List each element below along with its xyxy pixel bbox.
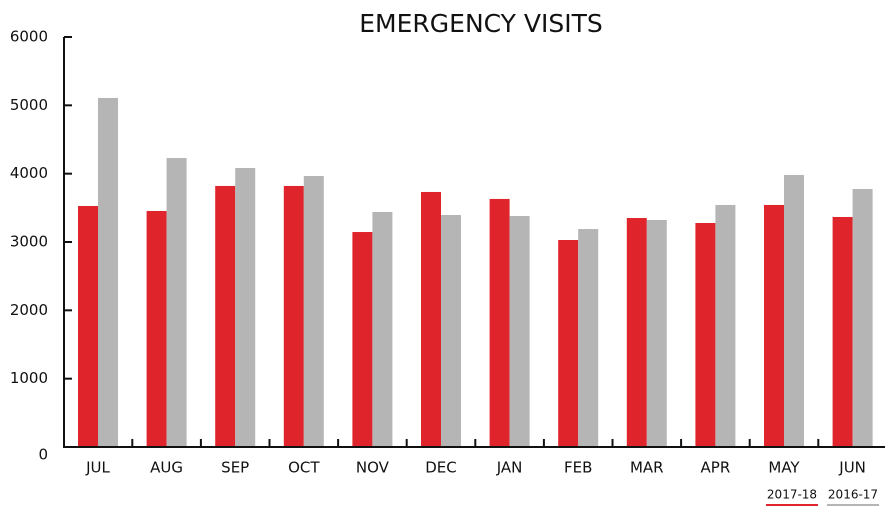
bar: [832, 216, 853, 447]
x-tick-label: MAR: [630, 459, 664, 477]
y-tick-label: 0: [38, 446, 48, 464]
x-tick-label: DEC: [425, 459, 457, 477]
bar: [646, 219, 667, 447]
bar: [78, 205, 98, 447]
y-tick-label: 5000: [10, 96, 48, 114]
bar: [372, 212, 393, 447]
x-tick-label: APR: [701, 459, 731, 477]
legend-label: 2017-18: [767, 488, 817, 502]
x-tick-label: SEP: [221, 459, 249, 477]
x-tick-label: JUL: [85, 459, 110, 477]
bar: [558, 240, 579, 447]
bar: [764, 204, 784, 447]
bar: [489, 198, 510, 447]
bar: [166, 158, 187, 448]
bar: [784, 174, 804, 447]
bar: [578, 229, 599, 447]
bar: [509, 216, 530, 447]
bar: [146, 210, 167, 447]
bar: [235, 167, 256, 447]
x-tick-label: AUG: [150, 459, 183, 477]
x-tick-label: JUN: [838, 459, 866, 477]
bar: [303, 175, 324, 448]
y-tick-label: 3000: [10, 233, 48, 251]
bar: [421, 191, 441, 447]
x-tick-label: FEB: [564, 459, 592, 477]
y-tick-label: 2000: [10, 301, 48, 319]
bar: [626, 218, 647, 447]
legend-label: 2016-17: [828, 488, 878, 502]
bar: [852, 188, 873, 447]
bar: [215, 185, 236, 447]
bar: [283, 185, 304, 447]
x-tick-label: MAY: [768, 459, 800, 477]
x-tick-label: OCT: [288, 459, 320, 477]
x-tick-label: JAN: [496, 459, 523, 477]
bar: [715, 204, 736, 447]
bar: [352, 232, 373, 447]
y-tick-label: 4000: [10, 164, 48, 182]
bar: [98, 97, 118, 447]
x-tick-label: NOV: [356, 459, 390, 477]
chart-title: EMERGENCY VISITS: [359, 9, 603, 38]
y-tick-label: 6000: [10, 28, 48, 46]
bar: [695, 223, 716, 447]
y-tick-label: 1000: [10, 369, 48, 387]
bar: [441, 215, 461, 447]
